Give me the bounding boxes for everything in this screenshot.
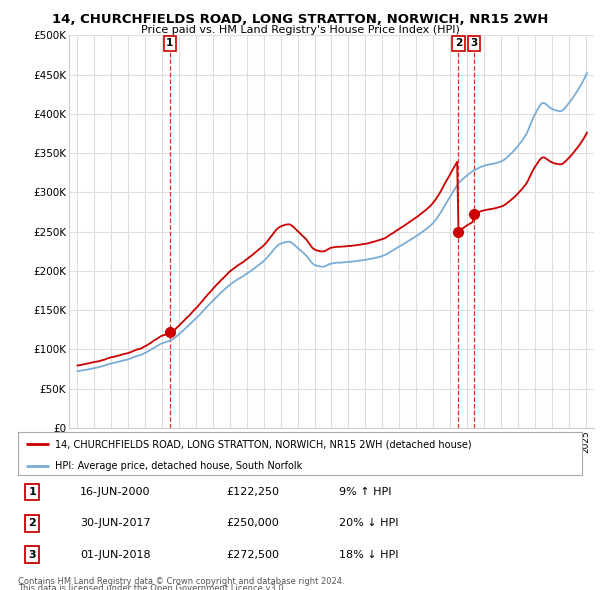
- Text: 2: 2: [455, 38, 462, 48]
- Text: 16-JUN-2000: 16-JUN-2000: [80, 487, 151, 497]
- Text: 3: 3: [470, 38, 478, 48]
- Text: 01-JUN-2018: 01-JUN-2018: [80, 550, 151, 559]
- Text: HPI: Average price, detached house, South Norfolk: HPI: Average price, detached house, Sout…: [55, 461, 302, 471]
- Text: 18% ↓ HPI: 18% ↓ HPI: [340, 550, 399, 559]
- Text: £122,250: £122,250: [227, 487, 280, 497]
- Text: 14, CHURCHFIELDS ROAD, LONG STRATTON, NORWICH, NR15 2WH: 14, CHURCHFIELDS ROAD, LONG STRATTON, NO…: [52, 13, 548, 26]
- Text: 9% ↑ HPI: 9% ↑ HPI: [340, 487, 392, 497]
- Text: 3: 3: [28, 550, 36, 559]
- Text: 2: 2: [28, 519, 36, 528]
- Text: This data is licensed under the Open Government Licence v3.0.: This data is licensed under the Open Gov…: [18, 584, 286, 590]
- Text: Contains HM Land Registry data © Crown copyright and database right 2024.: Contains HM Land Registry data © Crown c…: [18, 577, 344, 586]
- Text: 1: 1: [28, 487, 36, 497]
- Text: Price paid vs. HM Land Registry's House Price Index (HPI): Price paid vs. HM Land Registry's House …: [140, 25, 460, 35]
- Text: 30-JUN-2017: 30-JUN-2017: [80, 519, 151, 528]
- Text: £250,000: £250,000: [227, 519, 280, 528]
- Text: 20% ↓ HPI: 20% ↓ HPI: [340, 519, 399, 528]
- Text: £272,500: £272,500: [227, 550, 280, 559]
- Text: 14, CHURCHFIELDS ROAD, LONG STRATTON, NORWICH, NR15 2WH (detached house): 14, CHURCHFIELDS ROAD, LONG STRATTON, NO…: [55, 440, 471, 450]
- Text: 1: 1: [166, 38, 173, 48]
